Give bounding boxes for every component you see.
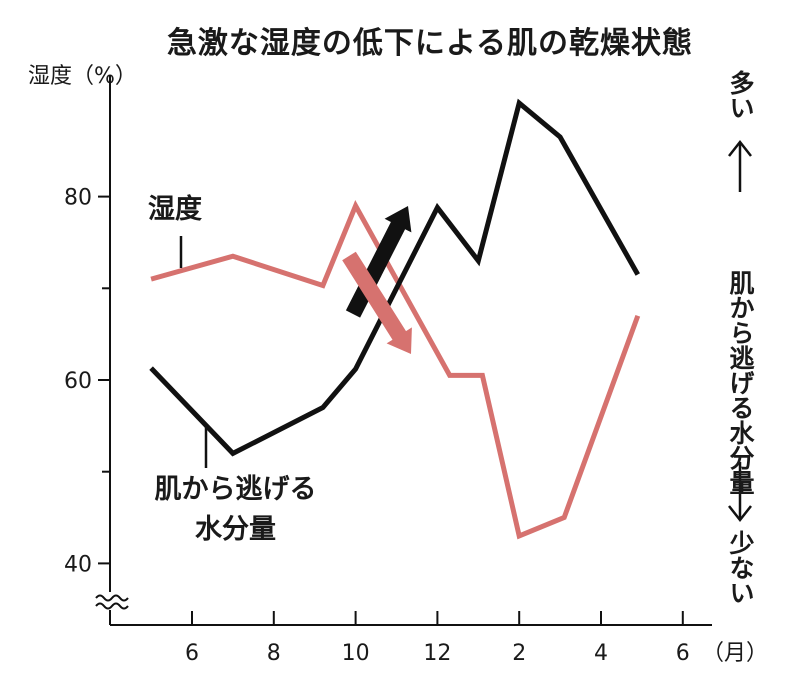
right-axis-up-arrowhead [728,139,752,157]
axis-break-mark [95,594,129,602]
x-tick-label: 8 [267,641,281,666]
chart-title: 急激な湿度の低下による肌の乾燥状態 [166,26,694,61]
y-axis-label: 湿度（%） [28,64,137,89]
y-tick-label: 80 [64,186,92,211]
x-tick-label: 10 [342,641,370,666]
humidity-drop-arrow [342,251,412,354]
x-tick-label: 2 [512,641,526,666]
x-tick-label: 6 [676,641,690,666]
right-axis-less: 少ない [726,530,755,605]
x-axis-unit-label: （月） [702,641,768,666]
y-tick-label: 40 [64,552,92,577]
right-axis-legend: 多い 肌から逃げる水分量 少ない [718,70,762,640]
right-axis-down-arrowhead [728,505,752,523]
series-label-water-loss-text: 肌から逃げる水分量 [154,474,317,545]
x-tick-label: 4 [594,641,608,666]
x-tick-label: 6 [185,641,199,666]
axis-break-mark [95,602,129,610]
series-label-humidity: 湿度 [148,194,202,225]
right-axis-middle: 肌から逃げる水分量 [726,270,755,495]
right-axis-more: 多い [726,70,755,120]
series-label-water-loss: 肌から逃げる水分量 [148,470,323,550]
x-tick-label: 12 [423,641,451,666]
y-tick-label: 60 [64,369,92,394]
